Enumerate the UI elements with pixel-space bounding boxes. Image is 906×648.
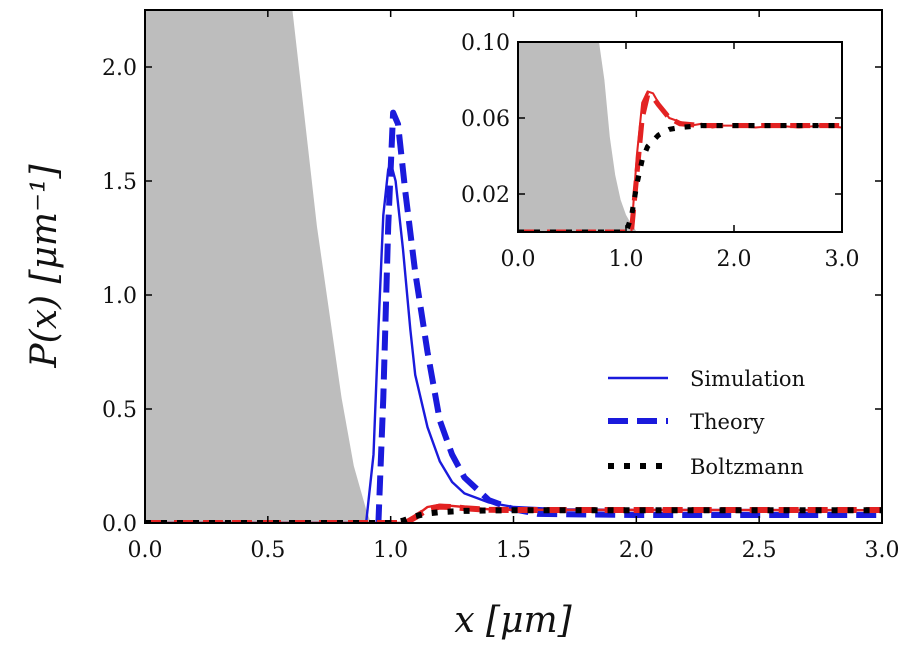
inset-series-simulation [518,90,842,232]
main-series-simulation [145,161,882,523]
inset-ytick-label: 0.06 [461,107,510,132]
main-xtick-label: 1.5 [496,538,531,563]
main-xtick-label: 2.5 [742,538,777,563]
legend-label-simulation: Simulation [690,367,805,391]
main-ytick-label: 0.0 [102,512,137,537]
main-shaded-region [145,10,372,523]
inset-ytick-label: 0.02 [461,183,510,208]
main-xtick-label: 2.0 [619,538,654,563]
main-ytick-label: 1.5 [102,170,137,195]
inset-xtick-label: 3.0 [825,247,860,272]
main-xtick-label: 0.0 [128,538,163,563]
main-ytick-label: 0.5 [102,398,137,423]
x-axis-label: x [μm] [454,600,572,641]
inset-frame [517,41,843,233]
axis-labels: x [μm] P(x) [μm⁻¹] [24,163,573,641]
inset-xtick-label: 1.0 [609,247,644,272]
inset-xtick-label: 2.0 [717,247,752,272]
legend: Simulation Theory Boltzmann [608,367,805,479]
inset-plot: 0.0 1.0 2.0 3.0 0.02 0.06 0.10 [461,31,859,272]
main-series-theory-wall-corrected [145,503,882,523]
inset-series-boltzmann [518,123,842,232]
inset-shaded-region [518,42,637,232]
main-ytick-label: 1.0 [102,284,137,309]
main-plot: 0.0 0.5 1.0 1.5 2.0 2.5 3.0 0.0 0.5 1.0 1.5 2.0 [102,9,900,563]
inset-ytick-label: 0.10 [461,31,510,56]
legend-label-boltzmann: Boltzmann [690,455,804,479]
inset-xtick-label: 0.0 [501,247,536,272]
y-axis-label: P(x) [μm⁻¹] [24,163,65,368]
main-xtick-label: 1.0 [373,538,408,563]
main-xtick-label: 0.5 [250,538,285,563]
main-ytick-label: 2.0 [102,56,137,81]
main-xtick-label: 3.0 [865,538,900,563]
legend-label-theory: Theory [690,410,765,434]
